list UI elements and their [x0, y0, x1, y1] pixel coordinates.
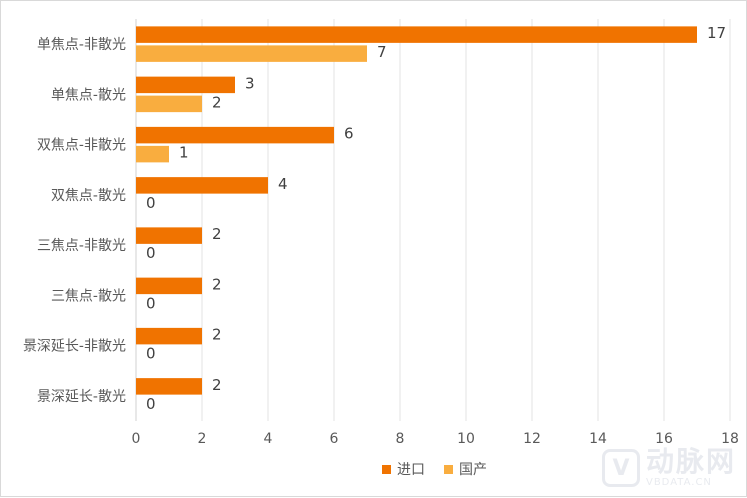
labels: 0 2 4 6 8 10 12 14 16 18单焦点-非散光177单焦点-散光32双焦点-非散光… [23, 24, 739, 447]
category-label: 三焦点-非散光 [37, 238, 126, 254]
data-label: 6 [344, 125, 354, 143]
bar-imported [136, 26, 697, 43]
legend-swatch [382, 465, 391, 474]
x-tick-label: 10 [457, 431, 475, 447]
vbdata-logo-icon: V [601, 449, 640, 487]
bar-domestic [136, 45, 367, 62]
bar-imported [136, 378, 202, 395]
legend: 进口 国产 [382, 462, 487, 478]
x-tick-label: 2 [198, 431, 207, 447]
data-label: 1 [179, 144, 189, 162]
gridlines [201, 19, 731, 421]
data-label: 0 [146, 194, 156, 212]
watermark-site: VBDATA.CN [645, 477, 712, 488]
category-label: 景深延长-散光 [37, 389, 126, 405]
data-label: 2 [212, 326, 222, 344]
bar-imported [136, 126, 334, 144]
x-tick-label: 14 [589, 431, 607, 447]
data-label: 2 [212, 376, 222, 394]
data-label: 0 [146, 294, 156, 312]
x-tick-label: 8 [396, 431, 405, 447]
x-tick-label: 4 [264, 431, 273, 447]
vbdata-watermark: V 动脉网 VBDATA.CN [601, 445, 736, 488]
data-label: 2 [212, 275, 222, 293]
category-label: 三焦点-散光 [51, 288, 126, 304]
bars [136, 26, 697, 395]
bar-imported [136, 277, 202, 295]
x-tick-label: 16 [655, 431, 673, 447]
x-tick-label: 0 [132, 431, 141, 447]
bar-domestic [136, 145, 169, 163]
category-label: 单焦点-非散光 [37, 37, 126, 53]
legend-label: 进口 [397, 462, 425, 478]
watermark-brand: 动脉网 [645, 445, 736, 478]
bar-domestic [136, 95, 202, 113]
x-tick-label: 18 [721, 431, 739, 447]
bar-imported [136, 177, 268, 194]
category-label: 双焦点-散光 [51, 188, 126, 204]
category-label: 双焦点-非散光 [37, 138, 126, 154]
legend-label: 国产 [459, 462, 487, 478]
x-tick-label: 6 [330, 431, 339, 447]
data-label: 7 [377, 43, 387, 61]
bar-imported [136, 327, 202, 345]
data-label: 0 [146, 395, 156, 413]
data-label: 2 [212, 93, 222, 111]
bar-imported [136, 227, 202, 244]
data-label: 17 [707, 24, 726, 42]
data-label: 2 [212, 225, 222, 243]
data-label: 4 [278, 175, 288, 193]
data-label: 0 [146, 345, 156, 363]
data-label: 0 [146, 244, 156, 262]
data-label: 3 [245, 74, 255, 92]
category-label: 景深延长-非散光 [23, 339, 126, 355]
bar-imported [136, 76, 235, 94]
x-tick-label: 12 [523, 431, 541, 447]
category-label: 单焦点-散光 [51, 87, 126, 103]
legend-swatch [444, 465, 453, 474]
